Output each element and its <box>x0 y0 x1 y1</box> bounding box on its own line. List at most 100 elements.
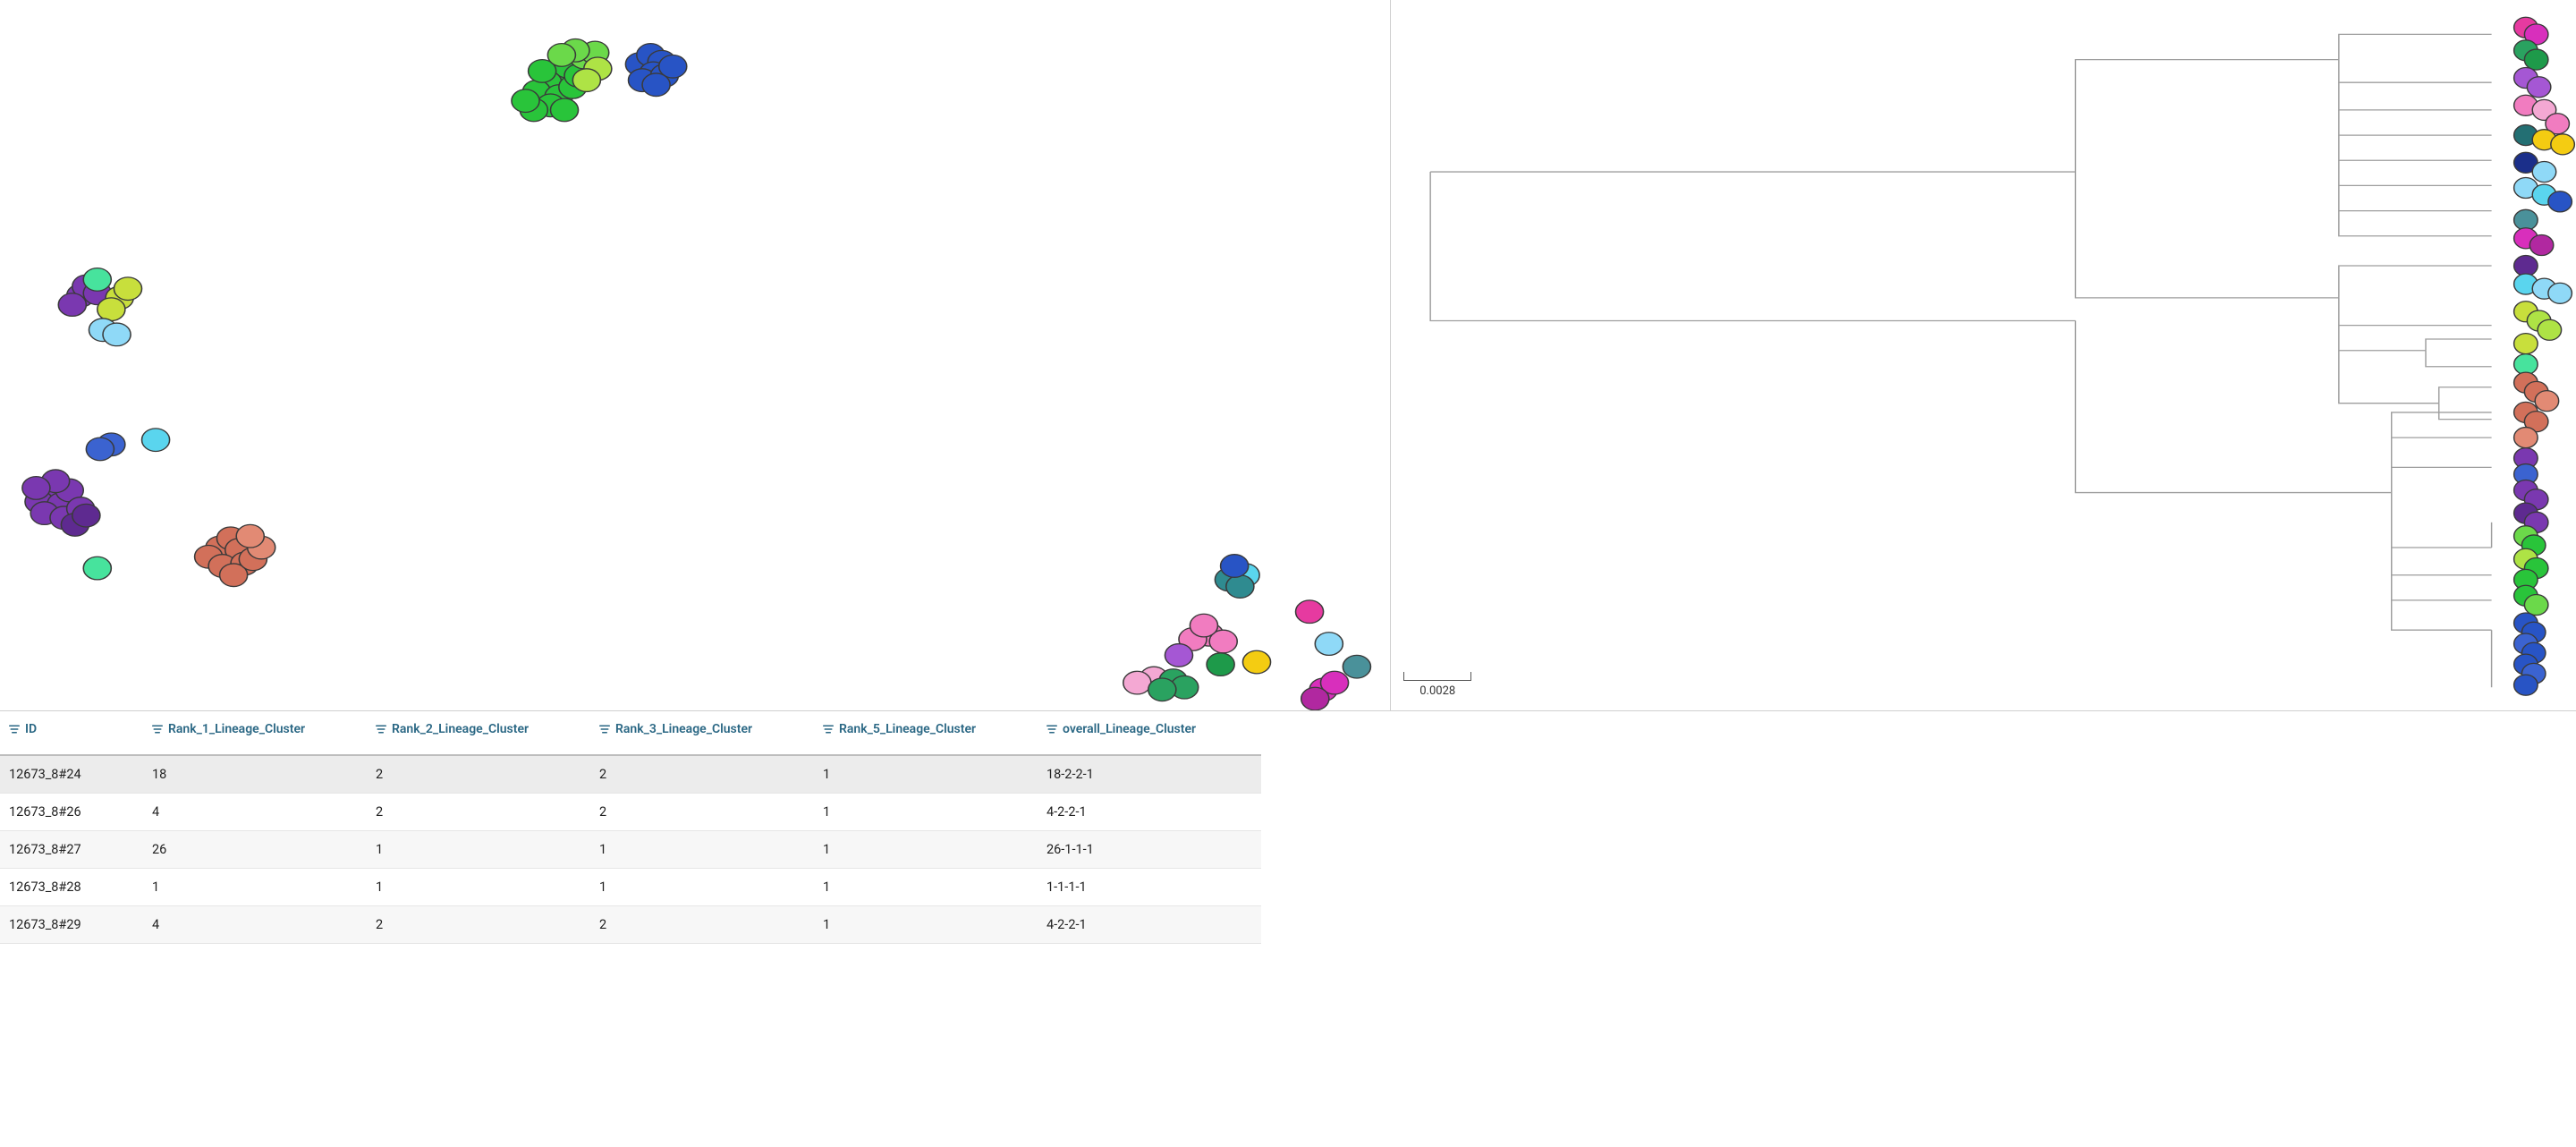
table-row[interactable]: 12673_8#2811111-1-1-1 <box>0 868 1261 905</box>
scatter-point[interactable] <box>572 69 600 92</box>
scatter-point[interactable] <box>86 438 114 461</box>
tree-tip[interactable] <box>2548 283 2572 303</box>
table-row[interactable]: 12673_8#272611126-1-1-1 <box>0 830 1261 868</box>
column-header-content[interactable]: Rank_1_Lineage_Cluster <box>152 722 305 736</box>
table-row[interactable]: 12673_8#2942214-2-2-1 <box>0 905 1261 943</box>
tree-tip[interactable] <box>2551 134 2574 155</box>
tree-tip[interactable] <box>2528 77 2551 98</box>
column-header-label: Rank_3_Lineage_Cluster <box>615 722 752 736</box>
tree-tip[interactable] <box>2538 319 2561 340</box>
tree-branch <box>2339 185 2492 210</box>
column-header-label: overall_Lineage_Cluster <box>1063 722 1196 736</box>
phylo-tree[interactable] <box>1391 0 2576 710</box>
column-header-r3[interactable]: Rank_3_Lineage_Cluster <box>590 711 814 755</box>
tree-branch <box>2339 110 2492 135</box>
column-header-id[interactable]: ID <box>0 711 143 755</box>
table-row[interactable]: 12673_8#241822118-2-2-1 <box>0 755 1261 794</box>
scatter-point[interactable] <box>83 557 111 580</box>
tree-tip[interactable] <box>2514 334 2538 354</box>
column-header-label: Rank_5_Lineage_Cluster <box>839 722 976 736</box>
table-cell-r3: 2 <box>590 793 814 830</box>
table-cell-r5: 1 <box>814 830 1038 868</box>
data-table-wrap[interactable]: ID Rank_1_Lineage_Cluster Rank_2_Lineage_C… <box>0 711 2576 1147</box>
table-cell-r3: 2 <box>590 755 814 794</box>
tree-tip[interactable] <box>2514 675 2538 695</box>
tree-branch <box>2439 387 2492 404</box>
scatter-point[interactable] <box>103 323 131 346</box>
scatter-point[interactable] <box>1221 555 1249 578</box>
table-head: ID Rank_1_Lineage_Cluster Rank_2_Lineage_C… <box>0 711 1261 755</box>
scatter-plot[interactable] <box>0 0 1390 710</box>
tree-tip[interactable] <box>2532 162 2555 183</box>
table-cell-id: 12673_8#27 <box>0 830 143 868</box>
scatter-point[interactable] <box>1165 644 1192 667</box>
tree-tip[interactable] <box>2514 354 2538 375</box>
column-header-content[interactable]: overall_Lineage_Cluster <box>1046 722 1196 736</box>
scatter-panel[interactable] <box>0 0 1391 710</box>
tree-branch <box>2426 339 2492 351</box>
scatter-point[interactable] <box>1315 633 1343 656</box>
table-cell-r3: 1 <box>590 868 814 905</box>
column-header-r1[interactable]: Rank_1_Lineage_Cluster <box>143 711 367 755</box>
tree-branch <box>2426 351 2492 367</box>
column-header-ov[interactable]: overall_Lineage_Cluster <box>1038 711 1261 755</box>
scatter-point[interactable] <box>1296 600 1324 624</box>
filter-icon <box>9 724 20 735</box>
data-table: ID Rank_1_Lineage_Cluster Rank_2_Lineage_C… <box>0 711 1261 944</box>
table-cell-r2: 2 <box>367 905 590 943</box>
scatter-point[interactable] <box>97 298 125 321</box>
scatter-point[interactable] <box>22 477 50 500</box>
tree-tip[interactable] <box>2514 256 2538 276</box>
scatter-point[interactable] <box>236 524 264 548</box>
scatter-point[interactable] <box>1343 655 1370 678</box>
table-cell-ov: 1-1-1-1 <box>1038 868 1261 905</box>
scatter-point[interactable] <box>83 268 111 292</box>
column-header-r5[interactable]: Rank_5_Lineage_Cluster <box>814 711 1038 755</box>
table-body: 12673_8#241822118-2-2-112673_8#2642214-2… <box>0 755 1261 944</box>
scatter-point[interactable] <box>512 89 539 113</box>
scatter-point[interactable] <box>72 504 100 527</box>
column-header-content[interactable]: Rank_3_Lineage_Cluster <box>599 722 752 736</box>
filter-icon <box>376 724 386 735</box>
tree-tip[interactable] <box>2548 191 2572 212</box>
tree-branch <box>2339 34 2492 59</box>
scatter-point[interactable] <box>1301 687 1329 710</box>
tree-branch <box>2339 351 2439 404</box>
scatter-point[interactable] <box>642 73 670 97</box>
tree-branch <box>2339 60 2492 83</box>
scatter-point[interactable] <box>1148 678 1176 701</box>
scatter-point[interactable] <box>550 98 578 122</box>
column-header-label: Rank_2_Lineage_Cluster <box>392 722 529 736</box>
scatter-point[interactable] <box>1123 671 1151 694</box>
tree-branch <box>1430 172 2075 320</box>
tree-tip[interactable] <box>2525 595 2548 616</box>
scatter-point[interactable] <box>1226 575 1254 599</box>
column-header-content[interactable]: Rank_5_Lineage_Cluster <box>823 722 976 736</box>
scatter-point[interactable] <box>142 429 170 452</box>
tree-branch <box>2076 172 2339 298</box>
table-cell-r5: 1 <box>814 755 1038 794</box>
scatter-point[interactable] <box>547 44 575 67</box>
table-cell-r2: 1 <box>367 830 590 868</box>
column-header-content[interactable]: Rank_2_Lineage_Cluster <box>376 722 529 736</box>
tree-branch <box>2339 298 2492 326</box>
tree-branch <box>2392 600 2492 630</box>
tree-tip[interactable] <box>2514 209 2538 230</box>
tree-scale-label: 0.0028 <box>1419 684 1455 698</box>
tree-tip[interactable] <box>2535 391 2558 412</box>
scatter-point[interactable] <box>1242 650 1270 674</box>
scatter-point[interactable] <box>1190 614 1217 637</box>
table-cell-r3: 2 <box>590 905 814 943</box>
tree-tip[interactable] <box>2529 234 2553 255</box>
column-header-content[interactable]: ID <box>9 722 37 736</box>
tree-branch <box>2392 412 2492 438</box>
scatter-point[interactable] <box>114 277 141 301</box>
table-row[interactable]: 12673_8#2642214-2-2-1 <box>0 793 1261 830</box>
tree-tip[interactable] <box>2525 49 2548 70</box>
scatter-point[interactable] <box>1207 653 1234 676</box>
column-header-r2[interactable]: Rank_2_Lineage_Cluster <box>367 711 590 755</box>
tree-branch <box>2339 82 2492 110</box>
scatter-point[interactable] <box>58 293 86 317</box>
tree-tip[interactable] <box>2514 428 2538 448</box>
tree-panel[interactable]: 0.0028 <box>1391 0 2576 710</box>
